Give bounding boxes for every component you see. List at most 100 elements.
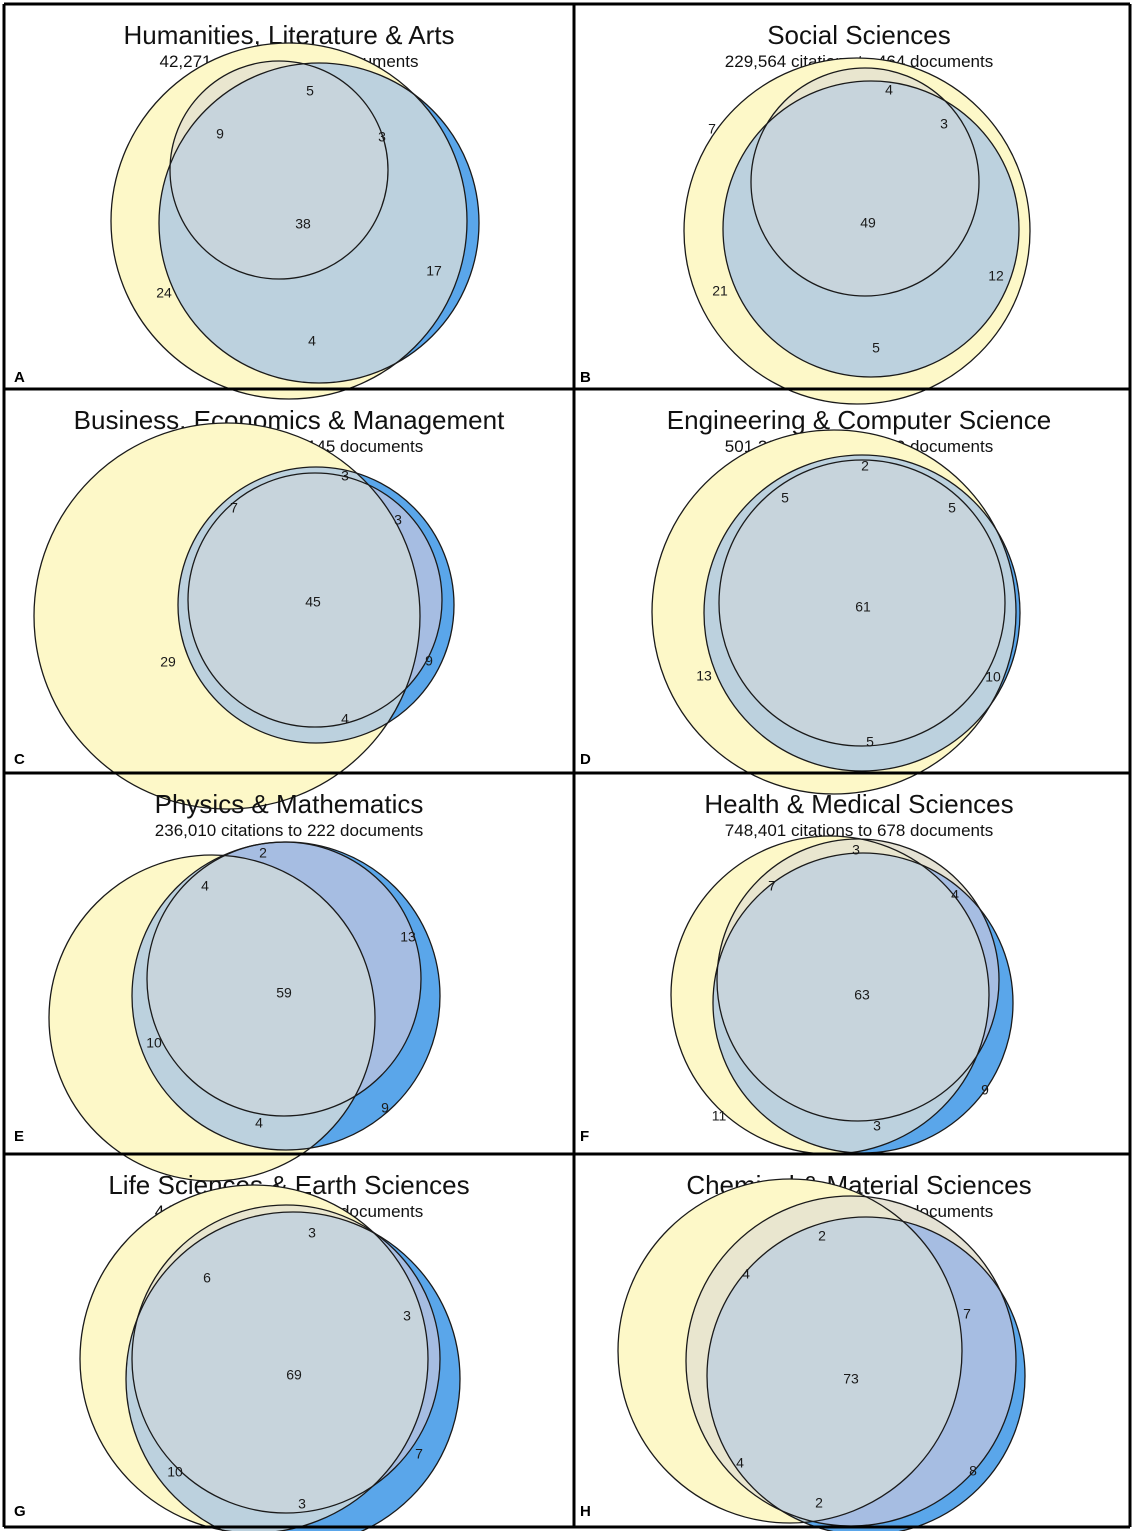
panel-f: Health & Medical Sciences 748,401 citatio… [580, 789, 1014, 1155]
set-b-outline [187, 472, 443, 728]
region-c-only-label: 9 [425, 653, 433, 669]
region-c-only-label: 12 [988, 268, 1004, 284]
overlap-a-b-c [132, 1212, 428, 1513]
overlap-a-b-c-inner [719, 460, 1005, 746]
panel-letter: D [580, 751, 591, 768]
set-c-outline [125, 1211, 461, 1531]
panel-letter: F [580, 1128, 589, 1145]
region-b-c-label: 7 [963, 1306, 971, 1322]
panel-title: Physics & Mathematics [155, 789, 424, 819]
region-b-only-label: 5 [306, 83, 314, 99]
panel-letter: H [580, 1503, 591, 1520]
set-b-outline [750, 67, 980, 297]
set-b-outline [716, 838, 1000, 1122]
overlap-a-b-c-fill [132, 1212, 428, 1513]
region-a-b-label: 7 [768, 878, 776, 894]
region-b-c-label: 4 [951, 887, 959, 903]
region-c-only-label: 7 [415, 1446, 423, 1462]
region-c-only-label: 9 [381, 1100, 389, 1116]
set-c-outline [722, 80, 1020, 378]
overlap-a-b-c-fill [170, 63, 388, 279]
overlap-a-b-c-inner [717, 853, 989, 1121]
overlap-a-b-c-inner [751, 81, 979, 296]
overlap-a-b-c [717, 853, 989, 1121]
region-a-b-label: 4 [201, 878, 209, 894]
set-c-outline [703, 454, 1021, 772]
overlap-a-b-c-inner [132, 1212, 428, 1513]
region-a-only-label: 13 [696, 668, 712, 684]
region-a-b-label: 9 [216, 126, 224, 142]
set-c-outline [177, 466, 455, 744]
overlap-a-b-c-inner [170, 63, 388, 279]
region-c-only-label: 17 [426, 263, 442, 279]
set-a-outline [617, 1178, 963, 1524]
set-a-outline [33, 422, 421, 810]
panel-title: Business, Economics & Management [74, 405, 505, 435]
panel-title: Health & Medical Sciences [704, 789, 1013, 819]
panel-h: Chemical & Material Sciences212,145 cita… [580, 1170, 1032, 1531]
panel-d: Engineering & Computer Science501,231 ci… [580, 405, 1051, 795]
region-a-b-c-label: 73 [843, 1371, 859, 1387]
region-a-c-label: 4 [255, 1115, 263, 1131]
region-a-b-label: 5 [781, 490, 789, 506]
region-b-c-label: 5 [948, 500, 956, 516]
region-b-c-label: 13 [400, 929, 416, 945]
panel-letter: E [14, 1128, 24, 1145]
region-b-only-label: 2 [259, 845, 267, 861]
panel-letter: C [14, 751, 25, 768]
region-b-only-label: 3 [308, 1225, 316, 1241]
region-a-b-label: 6 [203, 1270, 211, 1286]
region-a-only-label: 10 [167, 1464, 183, 1480]
panel-subtitle: 748,401 citations to 678 documents [725, 821, 993, 840]
overlap-a-b-c [188, 473, 420, 727]
panel-title: Engineering & Computer Science [667, 405, 1051, 435]
overlap-a-b-c [719, 460, 1005, 746]
region-a-only-label: 29 [160, 654, 176, 670]
panel-b: Social Sciences229,564 citations to 464 … [580, 20, 1031, 405]
region-a-only-label: 11 [712, 1108, 727, 1124]
set-a-outline [110, 42, 468, 400]
region-a-c-label: 2 [815, 1495, 823, 1511]
region-b-c-label: 3 [403, 1308, 411, 1324]
region-b-c-label: 3 [394, 512, 402, 528]
overlap-a-b-c-fill [717, 853, 989, 1121]
region-a-b-c-label: 69 [286, 1367, 302, 1383]
region-b-only-label: 3 [341, 468, 349, 484]
set-a-outline [79, 1184, 429, 1531]
region-a-b-c-label: 49 [860, 215, 876, 231]
set-b-outline [718, 459, 1006, 747]
region-c-only-label: 10 [985, 669, 1001, 685]
region-a-c-label: 5 [866, 734, 874, 750]
region-b-only-label: 2 [861, 458, 869, 474]
set-a-outline [683, 57, 1031, 405]
region-a-c-label: 4 [341, 711, 349, 727]
region-b-only-label: 3 [852, 842, 860, 858]
region-a-b-c-label: 38 [295, 216, 311, 232]
region-a-only-label: 10 [146, 1035, 162, 1051]
region-a-b-label: 7 [230, 500, 238, 516]
overlap-a-b-c-fill [751, 81, 979, 296]
region-b-only-label: 4 [885, 82, 893, 98]
set-a-outline [651, 429, 1017, 795]
region-a-only-label: 24 [156, 285, 172, 301]
panel-letter: A [14, 369, 25, 386]
region-a-b-label: 4 [742, 1266, 750, 1282]
set-c-outline [131, 841, 441, 1151]
region-a-only-label: 21 [712, 283, 728, 299]
region-a-c-label: 4 [308, 333, 316, 349]
region-a-b-c-label: 59 [276, 985, 292, 1001]
region-a-b-c-label: 63 [854, 987, 870, 1003]
overlap-a-b-c-inner [188, 473, 420, 727]
set-b-outline [169, 60, 389, 280]
panel-title: Social Sciences [767, 20, 951, 50]
region-c-only-label: 8 [969, 1463, 977, 1479]
set-a-outline [48, 854, 376, 1182]
overlap-a-b-c-fill [719, 460, 1005, 746]
region-a-c-label: 3 [873, 1118, 881, 1134]
region-a-only-label: 4 [736, 1455, 744, 1471]
